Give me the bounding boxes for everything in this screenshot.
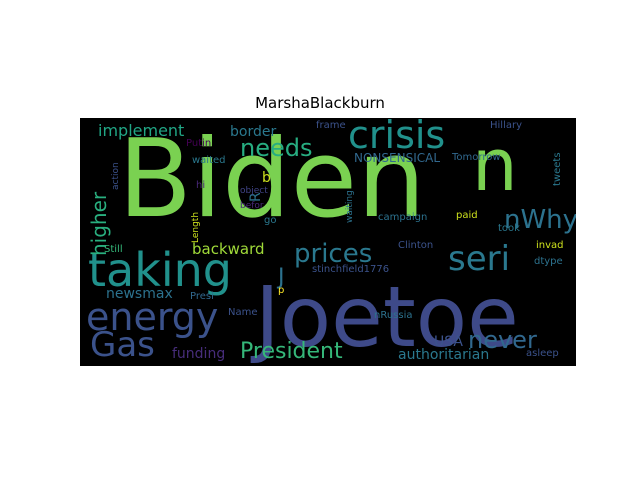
word-implement: implement (98, 121, 184, 140)
word-nrussia: nRussia (374, 310, 413, 321)
word-campaign: campaign (378, 212, 427, 223)
word-dtype: dtype (534, 256, 563, 267)
word-object: object (240, 186, 268, 196)
word-j: J (276, 265, 285, 290)
word-still: Still (104, 244, 123, 255)
word-took: took (498, 223, 520, 234)
word-gas: Gas (90, 325, 155, 365)
word-cloud: Biden Joetoe taking n crisis energy Gas seri nWh… (80, 118, 576, 366)
word-authoritarian: authoritarian (398, 347, 489, 363)
word-usa: USA (434, 334, 463, 350)
word-putin: Putin (186, 138, 211, 149)
word-clinton: Clinton (398, 240, 433, 251)
word-n: n (472, 123, 518, 207)
word-newsmax: newsmax (106, 286, 173, 302)
word-seri: seri (448, 239, 510, 279)
word-backward: backward (192, 240, 265, 258)
word-b: b (262, 170, 271, 186)
word-border: border (230, 124, 276, 140)
word-nwhy: nWhy (504, 205, 576, 235)
word-higher: higher (87, 191, 111, 256)
word-befor: befor (240, 201, 264, 211)
word-p: p (278, 285, 284, 296)
word-crisis: crisis (348, 118, 445, 157)
word-hi: hi (196, 180, 205, 191)
chart-title: MarshaBlackburn (255, 94, 385, 112)
word-tweets: tweets (552, 152, 563, 186)
word-taking: taking (88, 243, 232, 297)
word-needs: needs (240, 134, 312, 162)
word-tomorrow: Tomorrow (451, 152, 501, 163)
word-invad: invad (536, 240, 564, 251)
word-president: President (240, 339, 343, 364)
word-stinchfield1776: stinchfield1776 (312, 264, 389, 275)
word-name: Name (228, 307, 258, 318)
word-waiting: waiting (345, 190, 355, 223)
word-paid: paid (456, 210, 478, 221)
word-action: action (111, 162, 121, 190)
word-never: never (468, 326, 537, 354)
word-biden: Biden (118, 118, 426, 242)
word-nonsensical: NONSENSICAL (354, 151, 440, 165)
word-go: go (264, 215, 276, 226)
word-waited: waited (192, 155, 226, 166)
word-frame: frame (316, 120, 346, 131)
word-prices: prices (294, 239, 372, 269)
word-joetoe: Joetoe (250, 268, 519, 366)
word-energy: energy (86, 295, 218, 339)
word-hillary: Hillary (490, 120, 522, 131)
word-presi: Presi (190, 291, 214, 302)
word-funding: funding (172, 346, 225, 362)
word-length: Length (191, 212, 201, 243)
word-r: R (248, 192, 264, 202)
word-asleep: asleep (526, 348, 559, 359)
